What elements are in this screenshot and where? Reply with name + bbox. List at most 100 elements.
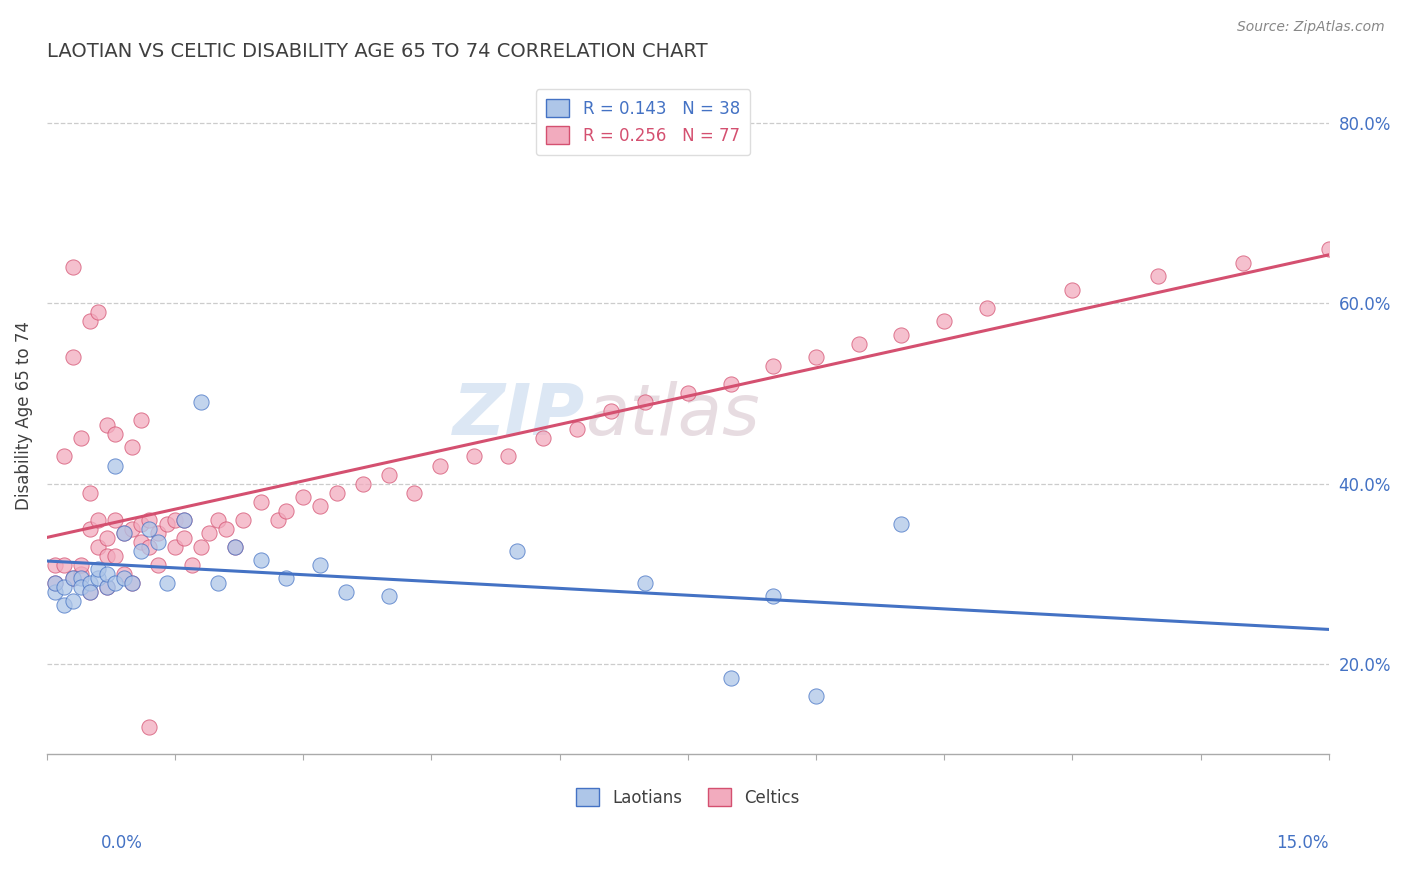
Point [352,476,374,491]
Text: ZIP: ZIP [453,382,585,450]
Point [215,522,238,536]
Point [96,417,118,432]
Point [146,558,169,572]
Point [96,580,118,594]
Point [565,422,588,436]
Point [129,413,152,427]
Point [848,336,870,351]
Point [79,314,101,328]
Point [377,590,399,604]
Point [70,571,93,585]
Point [249,494,271,508]
Point [506,544,529,558]
Point [44,575,66,590]
Point [224,540,246,554]
Point [634,575,657,590]
Point [53,558,76,572]
Point [79,575,101,590]
Point [121,575,143,590]
Point [129,535,152,549]
Point [138,522,160,536]
Point [463,450,485,464]
Point [96,580,118,594]
Point [976,301,998,315]
Point [498,450,520,464]
Point [121,522,143,536]
Point [138,540,160,554]
Point [276,503,298,517]
Point [112,566,135,581]
Point [207,513,229,527]
Point [190,540,212,554]
Point [79,485,101,500]
Point [121,575,143,590]
Y-axis label: Disability Age 65 to 74: Disability Age 65 to 74 [15,321,32,510]
Point [79,584,101,599]
Point [44,575,66,590]
Point [934,314,956,328]
Point [676,386,699,401]
Point [181,558,204,572]
Point [62,260,84,274]
Text: Source: ZipAtlas.com: Source: ZipAtlas.com [1237,20,1385,34]
Point [429,458,451,473]
Point [104,426,127,441]
Point [112,571,135,585]
Point [207,575,229,590]
Point [96,566,118,581]
Text: 15.0%: 15.0% [1277,834,1329,852]
Point [70,566,93,581]
Point [44,584,66,599]
Point [155,517,177,532]
Point [1317,242,1340,256]
Point [70,432,93,446]
Point [112,526,135,541]
Point [762,590,785,604]
Point [1147,268,1170,283]
Point [173,531,195,545]
Point [146,535,169,549]
Point [53,580,76,594]
Legend: Laotians, Celtics: Laotians, Celtics [569,781,807,814]
Text: 0.0%: 0.0% [101,834,143,852]
Point [377,467,399,482]
Point [138,720,160,734]
Point [62,571,84,585]
Point [531,432,554,446]
Point [404,485,426,500]
Point [87,571,110,585]
Point [87,305,110,319]
Point [146,526,169,541]
Point [79,584,101,599]
Point [165,540,187,554]
Point [53,450,76,464]
Point [190,395,212,409]
Point [96,549,118,563]
Point [292,490,315,504]
Point [1062,283,1084,297]
Point [804,351,827,365]
Point [87,540,110,554]
Point [720,671,742,685]
Point [335,584,357,599]
Point [173,513,195,527]
Point [79,522,101,536]
Point [890,517,912,532]
Point [121,441,143,455]
Point [326,485,349,500]
Point [276,571,298,585]
Point [1232,255,1254,269]
Point [232,513,254,527]
Point [104,458,127,473]
Point [309,558,332,572]
Point [720,377,742,392]
Point [112,526,135,541]
Point [249,553,271,567]
Point [309,499,332,513]
Point [129,544,152,558]
Point [155,575,177,590]
Point [70,580,93,594]
Point [62,571,84,585]
Text: atlas: atlas [585,382,759,450]
Text: LAOTIAN VS CELTIC DISABILITY AGE 65 TO 74 CORRELATION CHART: LAOTIAN VS CELTIC DISABILITY AGE 65 TO 7… [46,42,707,61]
